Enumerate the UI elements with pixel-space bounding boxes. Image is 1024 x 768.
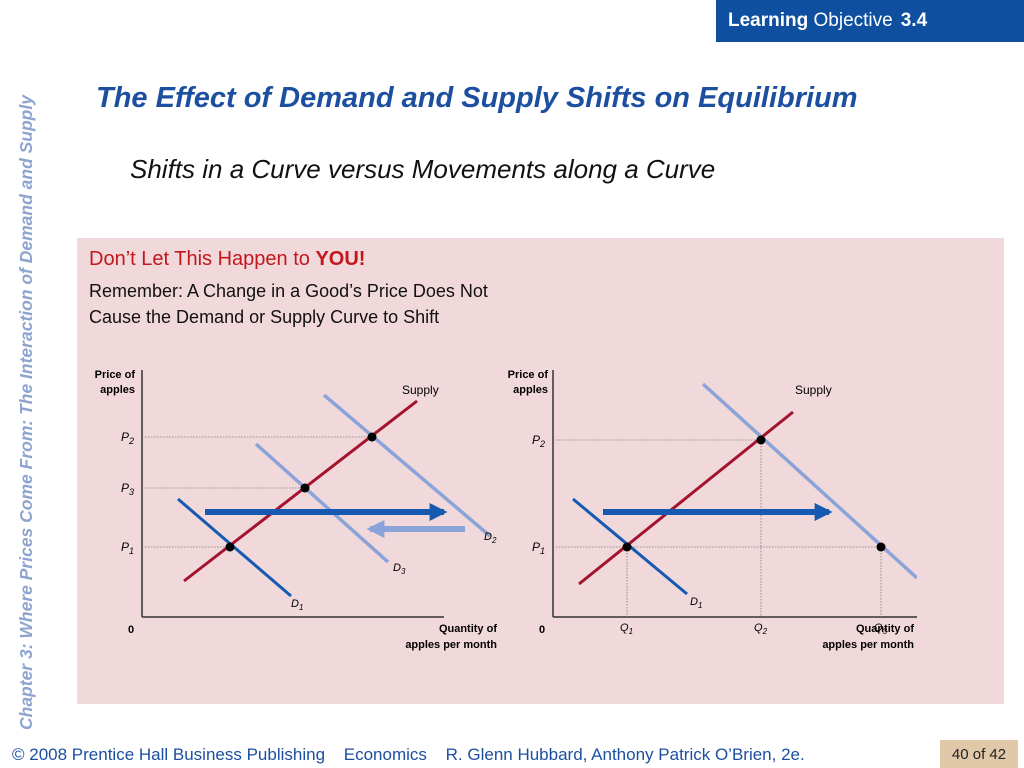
footer-authors: R. Glenn Hubbard, Anthony Patrick O’Brie… [445,745,805,764]
right-p1-letter: P [532,540,540,554]
warning-prefix: Don’t Let This Happen to [89,248,310,270]
right-q1-label: Q1 [620,622,633,636]
left-p2-sub: 2 [128,436,134,446]
right-q3-sub: 3 [883,627,888,636]
right-equilibrium-1 [622,542,632,552]
right-p1-sub: 1 [540,546,545,556]
right-q3-label: Q3 [874,622,888,636]
left-d2-sub: 2 [491,536,497,545]
left-p1-label: P1 [121,540,134,556]
warning-heading: Don’t Let This Happen to YOU! [89,248,365,271]
slide-title: The Effect of Demand and Supply Shifts o… [96,82,858,114]
right-q2-sub: 2 [762,627,768,636]
left-supply-label: Supply [402,383,439,397]
left-origin: 0 [128,624,134,636]
warning-emphasis: YOU! [315,248,366,270]
left-d1-curve [177,497,292,598]
left-d2-label: D2 [484,531,497,545]
right-d1-label: D1 [690,596,702,610]
left-d3-curve [254,442,390,564]
left-supply-curve [183,399,418,583]
right-p1-label: P1 [532,540,545,556]
right-x-title-1: Quantity of [856,623,914,635]
badge-objective: Objective [813,10,893,31]
chapter-side-text: Chapter 3: Where Prices Come From: The I… [16,94,36,730]
left-y-title-1: Price of [95,369,136,381]
left-x-title-1: Quantity of [439,623,497,635]
left-p2-label: P2 [121,430,134,446]
right-q1-sub: 1 [629,627,633,636]
right-p2-sub: 2 [539,439,545,449]
left-d1-letter: D [291,598,299,610]
left-d3-sub: 3 [401,567,406,576]
right-q3-letter: Q [874,622,883,634]
left-p1-letter: P [121,540,129,554]
footer-copyright: © 2008 Prentice Hall Business Publishing [12,745,326,764]
right-supply-label: Supply [795,383,832,397]
right-q2-letter: Q [754,622,763,634]
left-p2-letter: P [121,430,129,444]
left-equilibrium-p2 [367,432,377,442]
right-p2-letter: P [532,433,540,447]
learning-objective-badge: Learning Objective 3.4 [716,0,1024,42]
right-q2-label: Q2 [754,622,768,636]
left-y-title-2: apples [100,384,135,396]
right-q1-letter: Q [620,622,629,634]
right-d1-letter: D [690,596,698,608]
left-equilibrium-p1 [225,542,235,552]
slide-subtitle: Shifts in a Curve versus Movements along… [130,154,716,184]
left-p3-label: P3 [121,481,134,497]
right-origin: 0 [539,624,545,636]
right-equilibrium-3 [876,542,886,552]
left-d1-sub: 1 [299,603,303,612]
left-d2-letter: D [484,531,492,543]
right-d1-sub: 1 [698,601,702,610]
right-p2-label: P2 [532,433,545,449]
chapter-side-title: Chapter 3: Where Prices Come From: The I… [16,94,36,730]
right-movement-along-curve-graph: Price of apples 0 Quantity of apples per… [508,369,917,651]
remember-line-2: Cause the Demand or Supply Curve to Shif… [89,307,440,327]
dont-let-this-happen-panel [77,238,1004,704]
right-x-title-2: apples per month [822,639,914,651]
left-d3-letter: D [393,562,401,574]
left-p3-letter: P [121,481,129,495]
page-number: 40 of 42 [940,740,1018,768]
badge-number: 3.4 [900,10,928,31]
footer-book: Economics [343,745,427,764]
left-p1-sub: 1 [129,546,134,556]
footer: © 2008 Prentice Hall Business Publishing… [12,745,819,765]
left-x-title-2: apples per month [405,639,497,651]
badge-learning: Learning [728,10,809,31]
left-equilibrium-p3 [300,483,310,493]
left-demand-shift-graph: Price of apples 0 Quantity of apples per… [95,369,498,651]
remember-line-1: Remember: A Change in a Good’s Price Doe… [89,281,488,301]
left-d3-label: D3 [393,562,406,576]
right-y-title-1: Price of [508,369,549,381]
left-d1-label: D1 [291,598,303,612]
right-equilibrium-2 [756,435,766,445]
left-p3-sub: 3 [129,487,134,497]
remember-text: Remember: A Change in a Good’s Price Doe… [89,278,488,330]
right-y-title-2: apples [513,384,548,396]
left-d2-curve [322,393,492,538]
